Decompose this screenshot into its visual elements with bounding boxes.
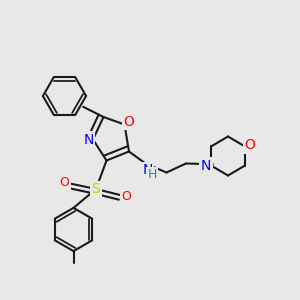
Text: N: N: [83, 133, 94, 146]
Text: O: O: [121, 190, 131, 203]
Text: N: N: [201, 159, 211, 173]
Text: O: O: [244, 138, 255, 152]
Text: O: O: [124, 115, 134, 128]
Text: N: N: [143, 163, 153, 177]
Text: S: S: [92, 182, 100, 196]
Text: H: H: [147, 168, 157, 182]
Text: O: O: [60, 176, 69, 189]
